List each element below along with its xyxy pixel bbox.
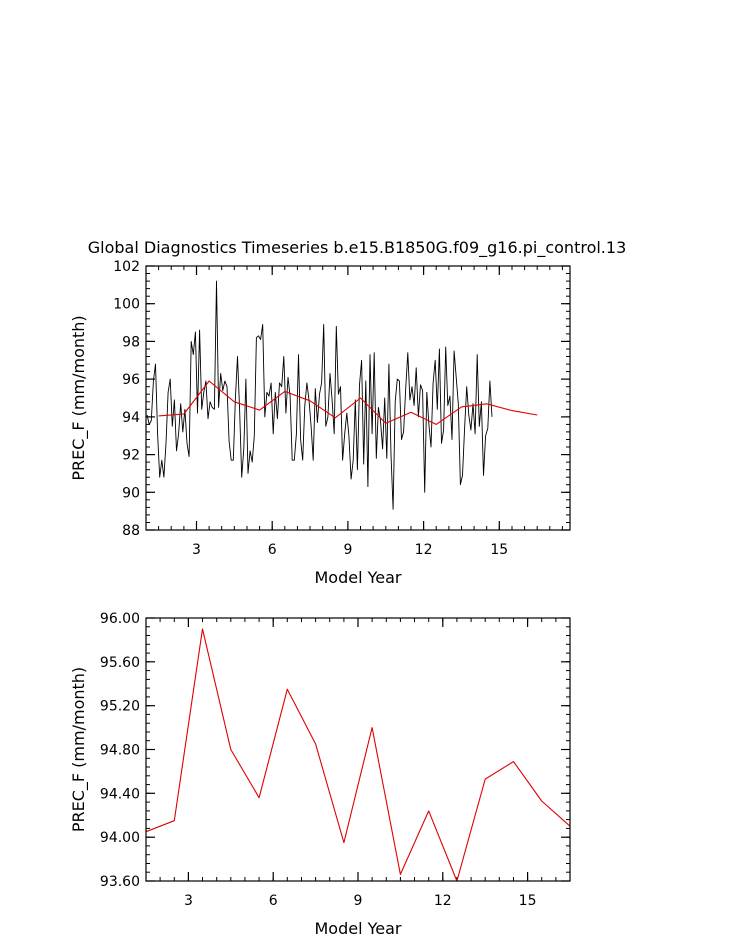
x-tick-label: 12 [415,542,433,558]
top-major-ticks [146,265,570,531]
y-tick-label: 102 [113,259,140,275]
y-tick-label: 90 [122,485,140,501]
x-tick-label: 9 [354,893,363,909]
top-y-axis-label: PREC_F (mm/month) [69,315,89,480]
bottom-panel: 3 6 9 12 15 93.60 94.00 94.40 94.80 95.20 95.60 96.… [69,611,571,938]
y-tick-label: 96.00 [100,611,140,627]
top-minor-ticks [145,265,570,531]
y-tick-label: 100 [113,297,140,313]
y-tick-label: 96 [122,372,140,388]
x-tick-label: 3 [192,542,201,558]
y-tick-label: 95.20 [100,699,140,715]
y-tick-label: 92 [122,448,140,464]
annual-series-line [158,380,538,425]
annual-series-line [145,628,571,882]
top-tick-labels: 3 6 9 12 15 88 90 92 94 96 98 100 102 [113,259,508,558]
x-tick-label: 9 [343,542,352,558]
monthly-series-line [146,280,493,510]
y-tick-label: 88 [122,523,140,539]
top-panel: Global Diagnostics Timeseries b.e15.B185… [69,238,626,587]
bottom-minor-ticks [145,617,571,882]
y-tick-label: 95.60 [100,655,140,671]
bottom-major-ticks [146,617,570,882]
x-tick-label: 3 [184,893,193,909]
bottom-y-axis-label: PREC_F (mm/month) [69,667,89,832]
x-tick-label: 15 [490,542,508,558]
y-tick-label: 98 [122,334,140,350]
y-tick-label: 94.80 [100,743,140,759]
x-tick-label: 6 [269,893,278,909]
y-tick-label: 94.00 [100,830,140,846]
top-series [146,280,538,510]
y-tick-label: 94.40 [100,786,140,802]
bottom-series [145,628,571,882]
x-tick-label: 6 [268,542,277,558]
chart-title: Global Diagnostics Timeseries b.e15.B185… [88,238,627,258]
bottom-plot-frame [145,617,571,882]
x-tick-label: 15 [519,893,537,909]
y-tick-label: 94 [122,410,140,426]
bottom-x-axis-label: Model Year [315,919,402,938]
x-tick-label: 12 [434,893,452,909]
top-x-axis-label: Model Year [315,568,402,587]
bottom-tick-labels: 3 6 9 12 15 93.60 94.00 94.40 94.80 95.20 95.60 96.… [100,611,537,909]
top-plot-frame [145,265,571,531]
y-tick-label: 93.60 [100,874,140,890]
